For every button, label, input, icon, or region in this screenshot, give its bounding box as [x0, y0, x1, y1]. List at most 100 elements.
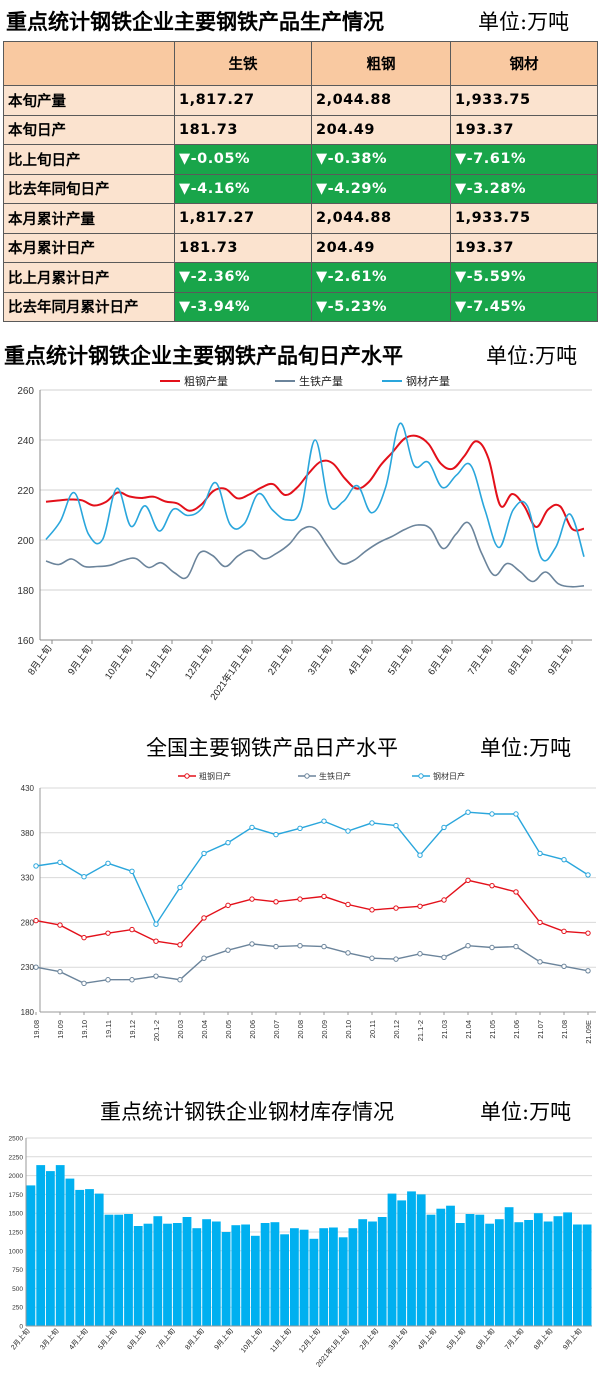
chart2-x-tick-label: 19.10 [80, 1020, 89, 1039]
chart2-data-point [393, 956, 399, 962]
chart2-data-point [33, 964, 39, 970]
chart2-data-point [81, 874, 87, 880]
change-cell: ▼-3.94% [174, 291, 312, 322]
chart2-data-point [273, 943, 279, 950]
chart3-bar [436, 1208, 446, 1326]
production-table: 生铁 粗钢 钢材 本旬产量 1,817.27 2,044.88 1,933.75 本旬日… [3, 41, 598, 322]
chart2-data-point [537, 919, 543, 926]
chart3-bar [553, 1216, 563, 1326]
chart3-bar [65, 1178, 75, 1326]
chart2-data-point [345, 950, 351, 956]
chart2-x-tick-label: 19.12 [128, 1020, 137, 1039]
change-cell: ▼-7.61% [450, 144, 598, 175]
chart3-bar [377, 1217, 387, 1326]
row-label: 本月累计日产 [3, 232, 175, 263]
chart2-x-tick-label: 21.05 [488, 1020, 497, 1039]
chart2-data-point [129, 868, 135, 875]
chart2-data-point [537, 850, 543, 857]
chart3-bar [36, 1165, 46, 1326]
chart2-data-point [273, 899, 279, 905]
chart2-data-point [321, 893, 327, 900]
chart2-data-point [561, 856, 567, 863]
chart3-bar [133, 1226, 143, 1326]
section4-header: 重点统计钢铁企业钢材库存情况 单位:万吨 [0, 1094, 600, 1126]
chart1-y-tick-label: 260 [17, 386, 34, 397]
change-cell: ▼-3.28% [450, 173, 598, 204]
chart1-background [0, 370, 600, 705]
chart3-y-tick-label: 1250 [9, 1230, 24, 1237]
chart2-background [0, 766, 600, 1082]
chart2-x-tick-label: 21.06 [512, 1020, 521, 1039]
chart2-data-point [585, 872, 591, 878]
chart3-y-tick-label: 1000 [9, 1248, 24, 1255]
chart2-series-line-3 [35, 811, 589, 926]
chart2-data-point [153, 973, 159, 979]
chart2-data-point [393, 822, 399, 829]
chart3-bar [221, 1232, 231, 1326]
chart3-bar [143, 1223, 153, 1326]
value-cell: 181.73 [174, 114, 312, 145]
chart2-x-tick-label: 20.09 [320, 1020, 329, 1039]
chart3-bar [231, 1225, 241, 1326]
chart2-x-tick-label: 20.12 [392, 1020, 401, 1039]
chart2-data-point [513, 811, 519, 817]
chart3-bar [114, 1214, 124, 1326]
chart3-bar [455, 1223, 465, 1326]
chart2-legend-label: 生铁日产 [319, 771, 351, 781]
chart3-bar [475, 1214, 485, 1326]
chart2-data-point [417, 903, 423, 909]
chart2-data-point [297, 942, 303, 949]
chart3-bar [299, 1229, 309, 1326]
chart2-y-tick-label: 430 [21, 784, 35, 793]
chart2-data-point [369, 820, 375, 826]
chart3-y-tick-label: 2250 [9, 1154, 24, 1161]
chart3-bar [416, 1194, 426, 1326]
chart3-y-tick-label: 2000 [9, 1173, 24, 1180]
chart2-data-point [273, 831, 279, 838]
chart3-bar [485, 1223, 494, 1326]
chart2-x-tick-label: 20.03 [176, 1020, 185, 1039]
steel-stock-svg: 025050075010001250150017502000225025002月… [0, 1130, 600, 1374]
chart2-data-point [369, 907, 375, 913]
chart3-bar [270, 1222, 280, 1326]
change-cell: ▼-2.61% [311, 262, 451, 293]
chart3-y-tick-label: 0 [19, 1324, 23, 1331]
value-cell: 1,817.27 [174, 203, 312, 234]
chart3-bar [250, 1235, 260, 1326]
chart2-data-point [105, 860, 111, 866]
chart3-bar [494, 1219, 504, 1326]
chart2-data-point [129, 977, 135, 983]
row-label: 比去年同月累计日产 [3, 291, 175, 322]
chart2-data-point [513, 889, 519, 895]
chart3-bar [319, 1228, 329, 1326]
chart2-x-tick-label: 19.08 [32, 1020, 41, 1039]
chart2-series-line-2 [35, 943, 589, 985]
chart2-data-point [81, 934, 87, 941]
chart2-data-point [561, 963, 567, 970]
chart2-data-point [201, 850, 207, 857]
chart3-bar [260, 1223, 270, 1326]
chart2-data-point [369, 955, 375, 961]
chart2-data-point [417, 852, 423, 858]
chart2-data-point [465, 809, 471, 815]
chart3-bar [153, 1216, 163, 1326]
chart1-y-tick-label: 220 [17, 486, 34, 497]
table-row: 本旬产量 1,817.27 2,044.88 1,933.75 [3, 85, 598, 116]
chart2-data-point [33, 917, 39, 924]
table-header-cell: 粗钢 [311, 41, 451, 86]
chart3-bar [573, 1224, 582, 1326]
chart3-bar [514, 1222, 524, 1326]
row-label: 本旬日产 [3, 114, 175, 145]
chart1-series-line-2 [45, 521, 585, 588]
section2-title: 重点统计钢铁企业主要钢铁产品旬日产水平 [4, 344, 403, 368]
chart3-bar [163, 1223, 172, 1326]
chart3-y-tick-label: 1500 [9, 1211, 24, 1218]
chart3-bar [46, 1171, 55, 1326]
table-row: 本月累计日产 181.73 204.49 193.37 [3, 232, 598, 263]
chart2-data-point [345, 901, 351, 908]
chart3-bar [348, 1228, 358, 1326]
chart3-bar [397, 1200, 407, 1326]
change-cell: ▼-4.29% [311, 173, 451, 204]
table-header-cell: 钢材 [450, 41, 598, 86]
chart3-bar [192, 1228, 202, 1326]
